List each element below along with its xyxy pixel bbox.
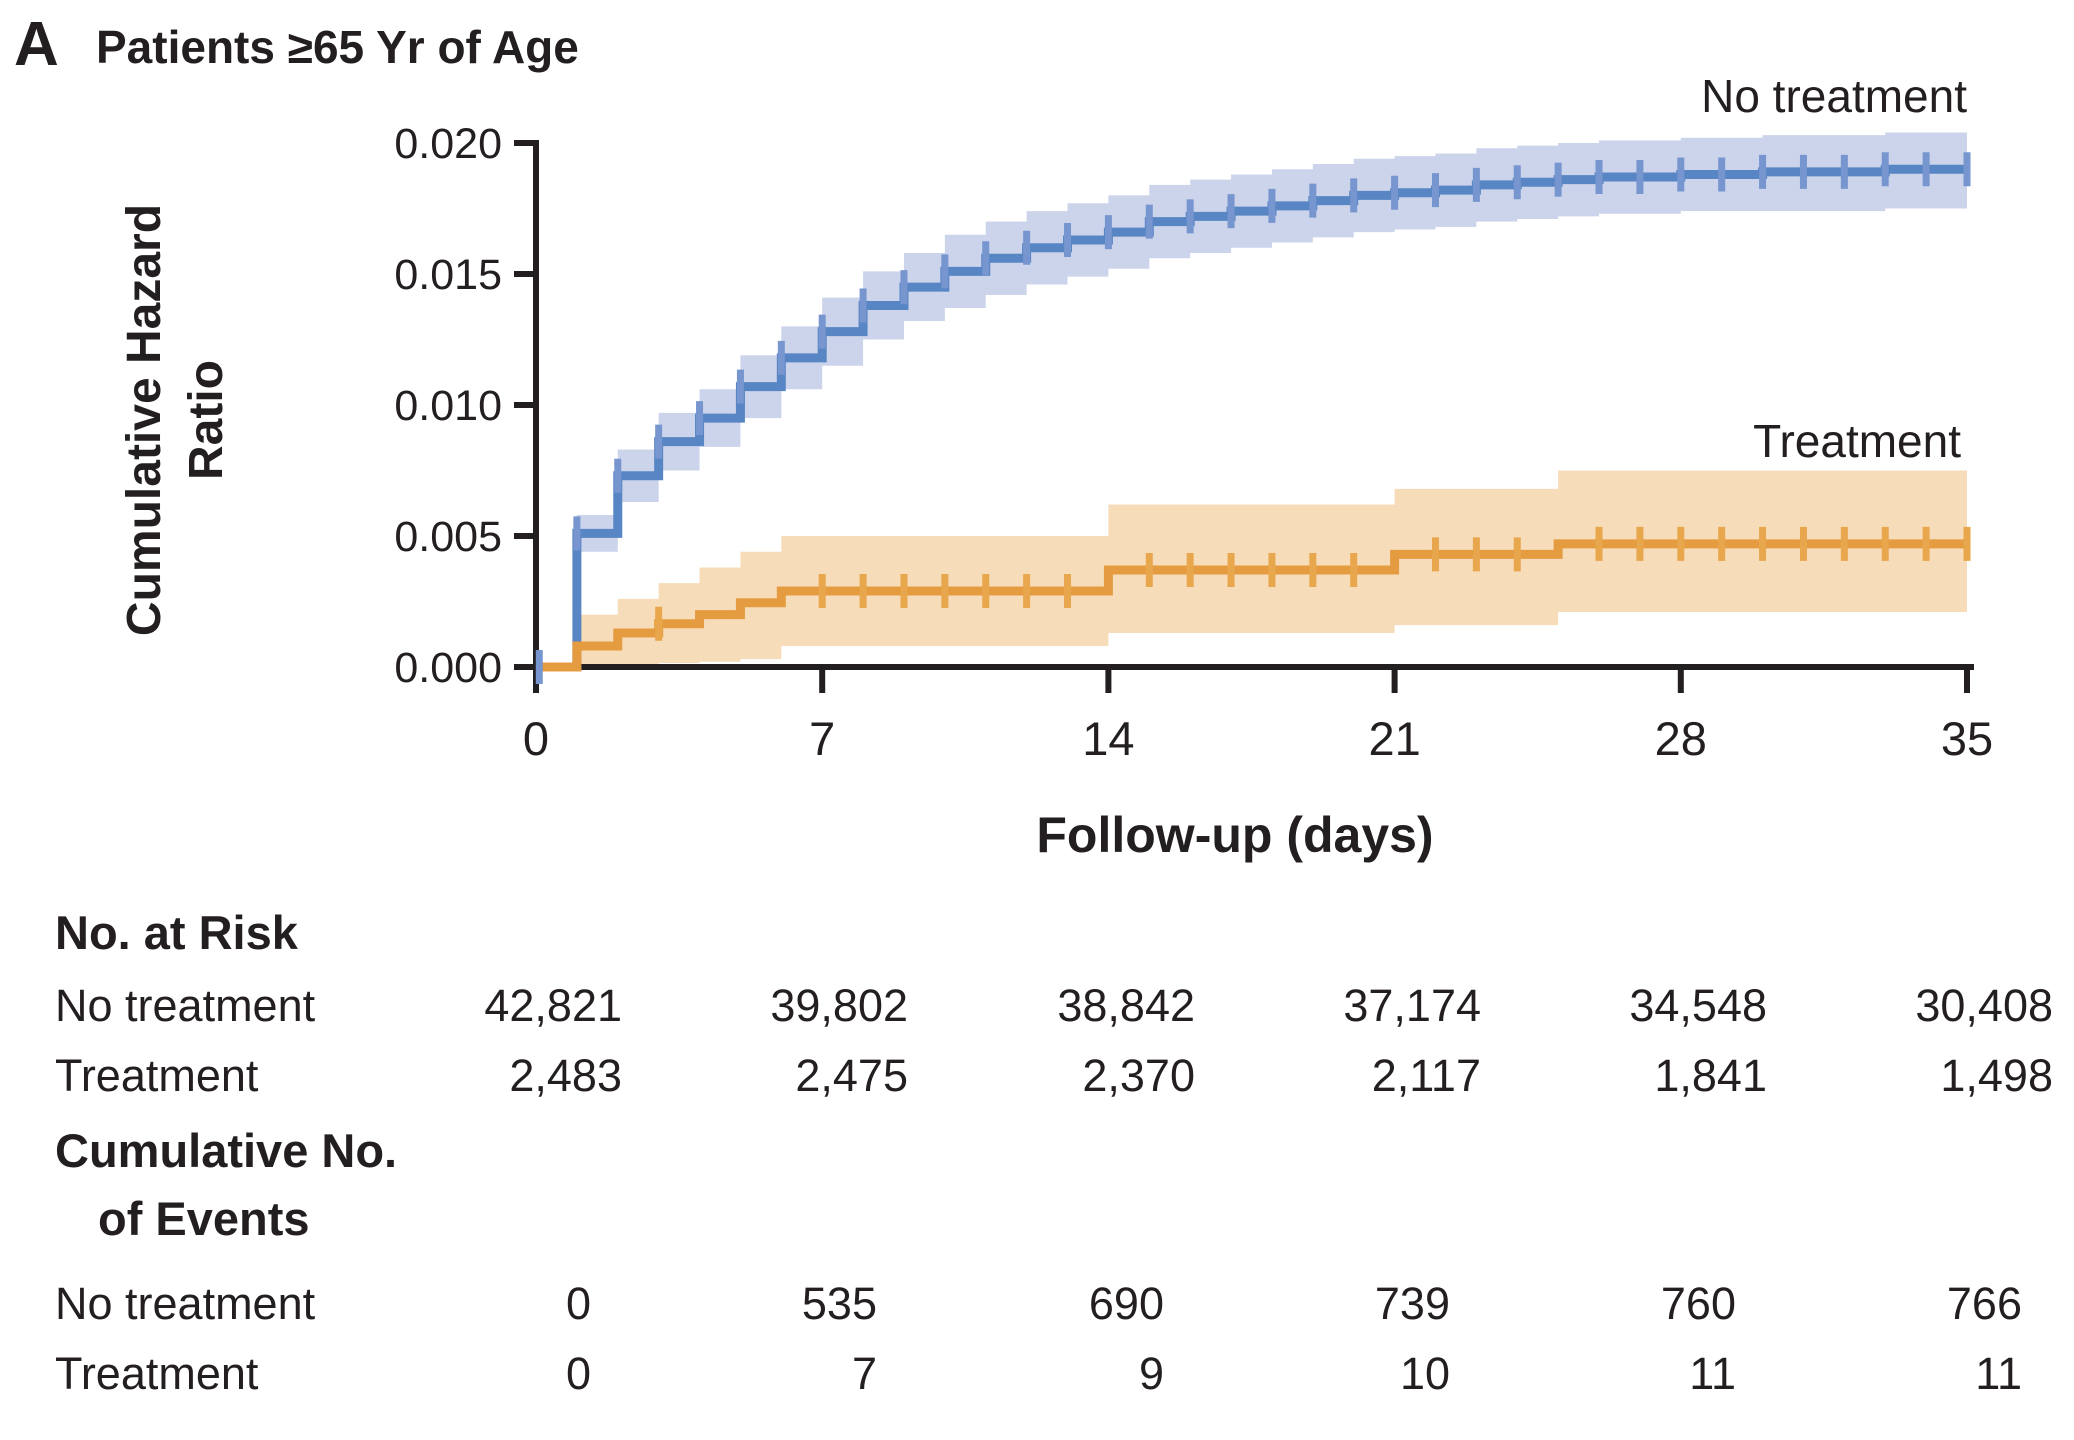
y-tick-label: 0.000 [394, 644, 502, 692]
risk-no-treatment-d21: 37,174 [1343, 980, 1481, 1031]
x-tick-label: 7 [809, 712, 835, 765]
risk-treatment-d14: 2,370 [1082, 1050, 1195, 1101]
events-treatment-d28: 11 [1689, 1348, 1736, 1399]
risk-no-treatment-d14: 38,842 [1057, 980, 1195, 1031]
events-no-treatment-d35: 766 [1946, 1278, 2022, 1329]
y-tick-label: 0.020 [394, 120, 502, 168]
x-tick-label: 28 [1655, 712, 1707, 765]
y-tick-label: 0.005 [394, 513, 502, 561]
treatment-curve [536, 539, 1967, 672]
events-no-treatment-d0: 0 [565, 1278, 591, 1329]
events-no-treatment-d7: 535 [801, 1278, 877, 1329]
x-axis-ticks: 0 7 14 21 28 35 [523, 667, 1993, 765]
risk-treatment-d21: 2,117 [1371, 1050, 1481, 1101]
y-axis-label-line2: Ratio [180, 360, 233, 480]
y-axis-label-line1: Cumulative Hazard [118, 204, 171, 636]
risk-row-label-no-treatment: No treatment [55, 980, 316, 1031]
risk-treatment-d28: 1,841 [1654, 1050, 1767, 1101]
cumulative-hazard-chart: 0.000 0.005 0.010 0.015 0.020 0 7 14 21 28 35 No … [118, 70, 1993, 863]
risk-no-treatment-d7: 39,802 [770, 980, 908, 1031]
y-tick-label: 0.015 [394, 251, 502, 299]
y-axis-label: Cumulative Hazard Ratio [118, 204, 233, 636]
risk-no-treatment-d0: 42,821 [484, 980, 622, 1031]
no-treatment-censor-marks [535, 152, 1971, 684]
risk-treatment-d7: 2,475 [795, 1050, 908, 1101]
events-treatment-d21: 10 [1399, 1348, 1450, 1399]
events-table-header-line2: of Events [98, 1192, 310, 1245]
events-row-label-no-treatment: No treatment [55, 1278, 316, 1329]
treatment-censor-marks [655, 526, 1971, 641]
series-label-treatment: Treatment [1753, 415, 1961, 467]
panel-label: A [14, 10, 59, 79]
events-treatment-d14: 9 [1138, 1348, 1164, 1399]
risk-table-header: No. at Risk [55, 906, 298, 959]
y-axis-ticks: 0.000 0.005 0.010 0.015 0.020 [394, 120, 536, 692]
events-treatment-d7: 7 [851, 1348, 877, 1399]
events-treatment-d0: 0 [565, 1348, 591, 1399]
x-axis-label: Follow-up (days) [1036, 807, 1433, 863]
y-tick-label: 0.010 [394, 382, 502, 430]
series-label-no-treatment: No treatment [1701, 70, 1967, 122]
x-tick-label: 21 [1368, 712, 1420, 765]
risk-no-treatment-d28: 34,548 [1629, 980, 1767, 1031]
risk-treatment-d0: 2,483 [509, 1050, 622, 1101]
events-no-treatment-d14: 690 [1088, 1278, 1164, 1329]
risk-treatment-d35: 1,498 [1940, 1050, 2053, 1101]
x-tick-label: 0 [523, 712, 549, 765]
x-tick-label: 14 [1082, 712, 1134, 765]
events-row-label-treatment: Treatment [55, 1348, 259, 1399]
risk-row-label-treatment: Treatment [55, 1050, 259, 1101]
events-treatment-d35: 11 [1975, 1348, 2022, 1399]
panel-title: Patients ≥65 Yr of Age [96, 21, 579, 73]
risk-no-treatment-d35: 30,408 [1915, 980, 2053, 1031]
censor-marks [535, 152, 1971, 684]
events-no-treatment-d28: 760 [1660, 1278, 1736, 1329]
x-tick-label: 35 [1941, 712, 1993, 765]
events-no-treatment-d21: 739 [1374, 1278, 1450, 1329]
events-table-header-line1: Cumulative No. [55, 1124, 398, 1177]
